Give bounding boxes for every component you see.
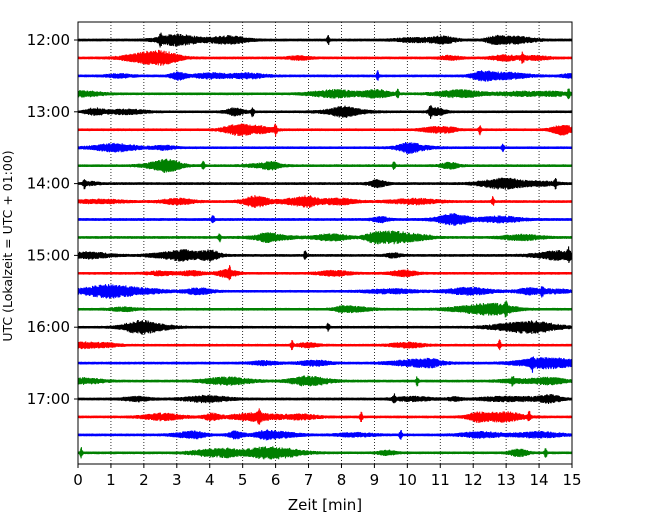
x-axis-ticks: 0 1 2 3 4 5 6 7 8 9 10 11 12 13 14 15 xyxy=(73,464,582,489)
y-tick-label: 14:00 xyxy=(27,175,70,193)
x-tick-label: 14 xyxy=(530,471,549,489)
x-tick-label: 15 xyxy=(562,471,581,489)
x-tick-label: 8 xyxy=(337,471,347,489)
x-tick-label: 5 xyxy=(238,471,248,489)
y-tick-label: 13:00 xyxy=(27,103,70,121)
y-axis-ticks: 12:00 13:00 14:00 15:00 16:00 17:00 xyxy=(27,31,78,408)
y-tick-label: 12:00 xyxy=(27,31,70,49)
x-tick-label: 4 xyxy=(205,471,215,489)
x-axis-label: Zeit [min] xyxy=(288,496,362,514)
y-tick-label: 15:00 xyxy=(27,246,70,264)
x-tick-label: 3 xyxy=(172,471,182,489)
trace-lines xyxy=(77,32,573,460)
x-tick-label: 11 xyxy=(431,471,450,489)
x-tick-label: 0 xyxy=(73,471,83,489)
x-tick-label: 6 xyxy=(271,471,281,489)
y-axis-label: UTC (Lokalzeit = UTC + 01:00) xyxy=(0,150,15,341)
x-tick-label: 12 xyxy=(464,471,483,489)
x-tick-label: 1 xyxy=(106,471,116,489)
x-tick-label: 13 xyxy=(497,471,516,489)
x-tick-label: 9 xyxy=(370,471,380,489)
y-tick-label: 16:00 xyxy=(27,318,70,336)
y-tick-label: 17:00 xyxy=(27,390,70,408)
plot-frame xyxy=(77,21,573,465)
x-tick-label: 7 xyxy=(304,471,314,489)
x-tick-label: 10 xyxy=(398,471,417,489)
x-tick-label: 2 xyxy=(139,471,149,489)
